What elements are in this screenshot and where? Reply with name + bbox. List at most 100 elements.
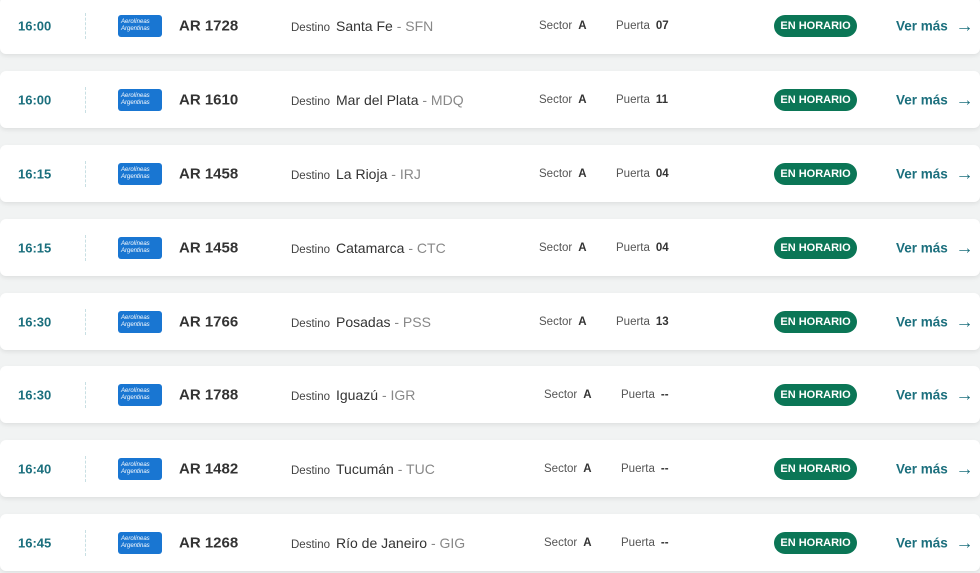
- sector-label: Sector: [544, 388, 578, 401]
- departure-time: 16:30: [18, 387, 52, 402]
- gate-label: Puerta: [621, 388, 655, 401]
- destination: Destino Iguazú - IGR: [291, 387, 415, 403]
- sector-label: Sector: [539, 241, 573, 254]
- arrow-right-icon: →: [955, 89, 974, 109]
- destination-city: Catamarca: [336, 239, 405, 256]
- ver-mas-label: Ver más: [896, 535, 948, 550]
- arrow-right-icon: →: [955, 237, 974, 257]
- destination-label: Destino: [291, 464, 330, 477]
- sector-value: A: [578, 167, 587, 180]
- destination-code: - IRJ: [391, 165, 421, 182]
- flight-number: AR 1458: [179, 165, 239, 182]
- ver-mas-link[interactable]: Ver más →: [896, 532, 974, 553]
- airline-logo-icon: Aerolíneas Argentinas: [118, 88, 162, 111]
- sector: Sector A: [544, 463, 592, 475]
- airline-logo-icon: Aerolíneas Argentinas: [118, 457, 162, 480]
- status-badge: EN HORARIO: [774, 383, 857, 406]
- airline-logo-icon: Aerolíneas Argentinas: [118, 236, 162, 259]
- gate-label: Puerta: [616, 167, 650, 180]
- flight-row[interactable]: 16:00 Aerolíneas Argentinas AR 1728 Desti…: [0, 0, 980, 54]
- destination-label: Destino: [291, 243, 330, 256]
- ver-mas-label: Ver más: [896, 461, 948, 476]
- divider: [85, 86, 86, 113]
- gate: Puerta 07: [616, 20, 669, 32]
- arrow-right-icon: →: [955, 384, 974, 404]
- arrow-right-icon: →: [955, 532, 974, 552]
- status-badge: EN HORARIO: [774, 162, 857, 185]
- departure-time: 16:40: [18, 461, 52, 476]
- gate: Puerta 11: [616, 94, 668, 106]
- divider: [85, 234, 86, 261]
- flight-row[interactable]: 16:30 Aerolíneas Argentinas AR 1766 Desti…: [0, 293, 980, 350]
- divider: [85, 529, 86, 556]
- flight-row[interactable]: 16:15 Aerolíneas Argentinas AR 1458 Desti…: [0, 219, 980, 276]
- ver-mas-link[interactable]: Ver más →: [896, 458, 974, 479]
- sector-label: Sector: [539, 315, 573, 328]
- airline-logo-icon: Aerolíneas Argentinas: [118, 14, 162, 37]
- ver-mas-link[interactable]: Ver más →: [896, 89, 974, 110]
- gate-label: Puerta: [616, 315, 650, 328]
- status-badge: EN HORARIO: [774, 14, 857, 37]
- ver-mas-link[interactable]: Ver más →: [896, 163, 974, 184]
- arrow-right-icon: →: [955, 311, 974, 331]
- airline-logo-icon: Aerolíneas Argentinas: [118, 531, 162, 554]
- destination: Destino Catamarca - CTC: [291, 240, 446, 256]
- ver-mas-label: Ver más: [896, 240, 948, 255]
- destination-city: Posadas: [336, 313, 391, 330]
- ver-mas-label: Ver más: [896, 314, 948, 329]
- destination-city: Santa Fe: [336, 17, 393, 34]
- ver-mas-link[interactable]: Ver más →: [896, 384, 974, 405]
- sector-label: Sector: [544, 462, 578, 475]
- gate-value: 07: [655, 19, 669, 32]
- ver-mas-link[interactable]: Ver más →: [896, 311, 974, 332]
- divider: [85, 160, 86, 187]
- flight-row[interactable]: 16:00 Aerolíneas Argentinas AR 1610 Desti…: [0, 71, 980, 128]
- gate-value: 11: [655, 93, 669, 106]
- sector: Sector A: [544, 537, 592, 549]
- ver-mas-link[interactable]: Ver más →: [896, 15, 974, 36]
- sector-value: A: [583, 536, 592, 549]
- flight-row[interactable]: 16:45 Aerolíneas Argentinas AR 1268 Desti…: [0, 514, 980, 571]
- flight-row[interactable]: 16:15 Aerolíneas Argentinas AR 1458 Desti…: [0, 145, 980, 202]
- sector: Sector A: [539, 316, 587, 328]
- divider: [85, 308, 86, 335]
- departure-time: 16:15: [18, 240, 52, 255]
- destination-code: - CTC: [408, 239, 446, 256]
- sector-label: Sector: [539, 19, 573, 32]
- ver-mas-label: Ver más: [896, 18, 948, 33]
- destination-label: Destino: [291, 95, 330, 108]
- destination-code: - IGR: [381, 386, 416, 403]
- destination-city: Tucumán: [336, 460, 394, 477]
- status-badge: EN HORARIO: [774, 457, 857, 480]
- sector: Sector A: [539, 20, 587, 32]
- gate-value: 13: [655, 315, 669, 328]
- destination: Destino La Rioja - IRJ: [291, 166, 421, 182]
- flight-number: AR 1268: [179, 534, 239, 551]
- airline-logo-icon: Aerolíneas Argentinas: [118, 162, 162, 185]
- destination-label: Destino: [291, 169, 330, 182]
- gate-label: Puerta: [616, 241, 650, 254]
- destination: Destino Santa Fe - SFN: [291, 18, 433, 34]
- ver-mas-label: Ver más: [896, 166, 948, 181]
- gate: Puerta --: [621, 537, 669, 549]
- destination-code: - SFN: [396, 17, 434, 34]
- gate: Puerta 04: [616, 242, 669, 254]
- destination-label: Destino: [291, 538, 330, 551]
- sector: Sector A: [539, 168, 587, 180]
- status-badge: EN HORARIO: [774, 531, 857, 554]
- status-badge: EN HORARIO: [774, 236, 857, 259]
- destination-city: La Rioja: [336, 165, 388, 182]
- sector: Sector A: [544, 389, 592, 401]
- divider: [85, 381, 86, 408]
- sector-label: Sector: [544, 536, 578, 549]
- destination-code: - TUC: [397, 460, 435, 477]
- ver-mas-link[interactable]: Ver más →: [896, 237, 974, 258]
- departure-time: 16:30: [18, 314, 52, 329]
- sector-label: Sector: [539, 93, 573, 106]
- status-badge: EN HORARIO: [774, 310, 857, 333]
- flight-row[interactable]: 16:30 Aerolíneas Argentinas AR 1788 Desti…: [0, 366, 980, 423]
- destination: Destino Tucumán - TUC: [291, 461, 435, 477]
- departure-time: 16:45: [18, 535, 52, 550]
- destination-city: Iguazú: [336, 386, 379, 403]
- flight-row[interactable]: 16:40 Aerolíneas Argentinas AR 1482 Desti…: [0, 440, 980, 497]
